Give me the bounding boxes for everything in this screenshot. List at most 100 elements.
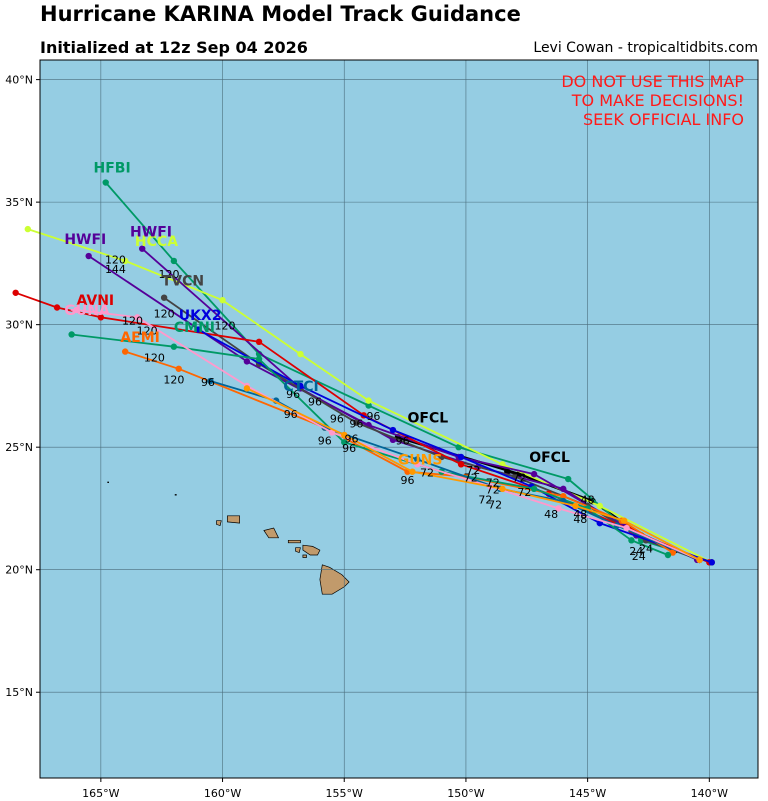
model-label-hcca: HCCA	[135, 234, 178, 250]
forecast-hour-label: 120	[163, 373, 184, 386]
track-point-ukx2	[297, 382, 304, 390]
track-point-hwfi	[530, 470, 538, 478]
track-point-hfbi	[365, 402, 372, 409]
model-label-cmni: CMNI	[174, 320, 215, 336]
lon-tick-label: 155°W	[326, 787, 363, 800]
forecast-hour-label: 96	[345, 432, 359, 445]
track-point-ukx2	[389, 426, 397, 434]
lat-tick-label: 30°N	[5, 319, 33, 332]
lat-tick-label: 20°N	[5, 564, 33, 577]
tracks-layer	[12, 179, 715, 566]
track-point-ctci	[414, 456, 421, 463]
track-point-hcca	[596, 502, 603, 510]
track-point-ukx2	[457, 453, 465, 461]
model-label-hwfi: HWFI	[130, 224, 172, 240]
track-point-ctci	[207, 377, 214, 385]
forecast-hour-label: 72	[512, 471, 526, 484]
track-point-guna	[623, 524, 630, 532]
forecast-hour-label: 96	[396, 435, 410, 448]
track-point-cmni	[341, 439, 348, 446]
track-point-guna	[134, 314, 141, 321]
track-point-hcca	[24, 225, 32, 233]
track-point-guna	[328, 429, 336, 436]
track-point-avni	[53, 304, 61, 311]
forecast-hour-label: 72	[478, 494, 492, 507]
track-point-guns	[499, 485, 506, 493]
forecast-hour-label: 96	[318, 435, 332, 448]
model-label-ctci: CTCI	[283, 379, 318, 395]
lat-tick-label: 40°N	[5, 74, 33, 87]
map-border	[39, 59, 759, 779]
model-label-ofcl: OFCL	[408, 411, 449, 427]
forecast-hour-label: 144	[105, 263, 126, 276]
forecast-hour-label: 120	[158, 268, 179, 281]
grid-layer	[40, 60, 758, 778]
forecast-hour-label: 120	[144, 351, 165, 364]
track-point-guns	[620, 517, 628, 524]
island-kauai	[227, 515, 240, 524]
lon-tick-label: 165°W	[82, 787, 119, 800]
track-point-hcca	[365, 397, 372, 404]
lon-tick-label: 145°W	[569, 787, 606, 800]
forecast-hour-label: 24	[632, 550, 646, 563]
forecast-hour-label: 24	[629, 545, 643, 558]
track-point-avni	[12, 289, 19, 296]
track-point-hfbi	[564, 475, 572, 483]
track-point-aemi	[121, 348, 129, 355]
island-maui	[302, 544, 321, 556]
forecast-hour-label: 72	[466, 464, 480, 477]
forecast-hour-label: 72	[486, 476, 500, 489]
island-niihau	[216, 520, 222, 527]
model-label-ukx2: UKX2	[179, 308, 222, 324]
track-line-ctci	[210, 380, 700, 561]
track-point-hwfi	[243, 358, 251, 365]
track-point-tvcn	[353, 419, 360, 426]
forecast-hour-label: 96	[401, 474, 415, 487]
forecast-hour-label: 24	[639, 543, 653, 556]
forecast-hour-label: 72	[464, 471, 478, 484]
track-point-hwfi	[85, 252, 92, 260]
forecast-hour-label: 72	[517, 486, 531, 499]
island-lanai	[295, 547, 301, 554]
lon-tick-label: 140°W	[691, 787, 728, 800]
forecast-hour-label: 96	[286, 388, 300, 401]
track-point-hcca	[121, 257, 129, 265]
forecast-hour-label: 96	[349, 418, 363, 431]
forecast-hour-label: 120	[105, 253, 126, 266]
track-point-guns	[243, 385, 251, 392]
track-point-cmni	[170, 343, 178, 350]
model-label-tvcn: TVCN	[162, 273, 204, 289]
forecast-hour-label: 120	[154, 307, 175, 320]
track-point-guns	[409, 468, 416, 475]
warning-text-line: SEEK OFFICIAL INFO	[583, 110, 744, 129]
track-point-hwfi	[139, 245, 146, 252]
model-label-hfbi: HFBI	[94, 161, 131, 177]
forecast-hour-label: 72	[486, 484, 500, 497]
axes-layer: 15°N 20°N 25°N 30°N 35°N 40°N 165°W 160°W 155°W 1…	[5, 59, 759, 800]
warning-text-line: TO MAKE DECISIONS!	[571, 91, 744, 110]
forecast-hour-label: 48	[573, 513, 587, 526]
forecast-hour-label: 96	[284, 408, 298, 421]
forecast-hour-label: 120	[122, 315, 143, 328]
track-point-guna	[555, 505, 562, 512]
forecast-hour-label: 96	[366, 410, 380, 423]
forecast-hour-label: 72	[420, 467, 434, 480]
track-point-tvcn	[160, 294, 168, 301]
track-point-cmni	[68, 331, 75, 338]
lat-tick-label: 35°N	[5, 196, 33, 209]
track-point-guns	[341, 431, 348, 439]
track-point-avni	[457, 461, 465, 468]
warning-text-line: DO NOT USE THIS MAP	[561, 72, 744, 91]
track-line-hcca	[27, 228, 713, 564]
track-point-hcca	[219, 296, 226, 304]
track-point-avni	[97, 314, 105, 321]
track-point-guns	[696, 556, 703, 564]
track-point-ukx2	[708, 559, 715, 566]
track-point-hfbi	[102, 179, 109, 186]
track-point-avni	[255, 338, 263, 346]
forecast-hour-label: 120	[214, 320, 235, 333]
track-point-ukx2	[195, 326, 202, 333]
island-oahu	[263, 527, 280, 539]
island-nihoa	[174, 494, 177, 496]
